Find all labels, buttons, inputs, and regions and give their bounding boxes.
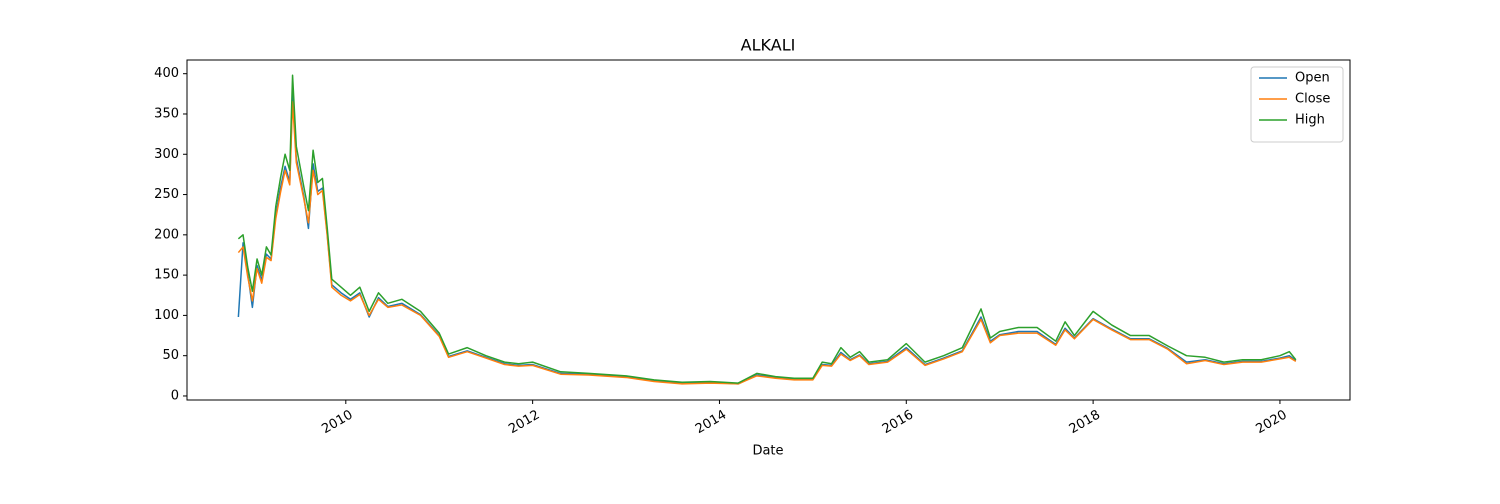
series-line (237, 74, 1297, 384)
chart-title: ALKALI (741, 36, 796, 55)
y-tick-label: 250 (154, 187, 179, 202)
y-tick-label: 300 (154, 147, 179, 162)
y-tick-label: 100 (154, 308, 179, 323)
y-tick-label: 0 (171, 388, 179, 403)
y-tick-label: 350 (154, 106, 179, 121)
series-line (237, 101, 1297, 385)
x-axis-label: Date (752, 444, 783, 459)
y-tick-label: 50 (162, 348, 179, 363)
legend-label: High (1295, 113, 1325, 128)
y-tick-label: 400 (154, 66, 179, 81)
legend-box (1250, 66, 1344, 143)
plot-frame (186, 59, 1351, 401)
y-tick-label: 150 (154, 268, 179, 283)
legend-label: Open (1295, 71, 1330, 86)
y-tick-label: 200 (154, 227, 179, 242)
legend-label: Close (1295, 92, 1330, 107)
